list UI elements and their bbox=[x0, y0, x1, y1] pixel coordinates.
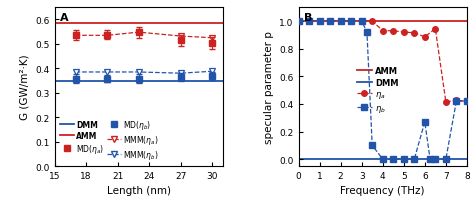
Text: B: B bbox=[304, 13, 312, 23]
Legend: AMM, DMM, $\eta_a$, $\eta_b$: AMM, DMM, $\eta_a$, $\eta_b$ bbox=[356, 67, 399, 114]
Legend: DMM, AMM, MD($\eta_a$), MD($\eta_b$), MMM($\eta_a$), MMM($\eta_b$): DMM, AMM, MD($\eta_a$), MD($\eta_b$), MM… bbox=[60, 118, 159, 161]
Y-axis label: G (GW/m²·K): G (GW/m²·K) bbox=[20, 54, 30, 120]
X-axis label: Length (nm): Length (nm) bbox=[107, 186, 171, 195]
X-axis label: Frequency (THz): Frequency (THz) bbox=[340, 186, 425, 195]
Y-axis label: specular parameter p: specular parameter p bbox=[264, 31, 274, 143]
Text: A: A bbox=[60, 13, 68, 23]
